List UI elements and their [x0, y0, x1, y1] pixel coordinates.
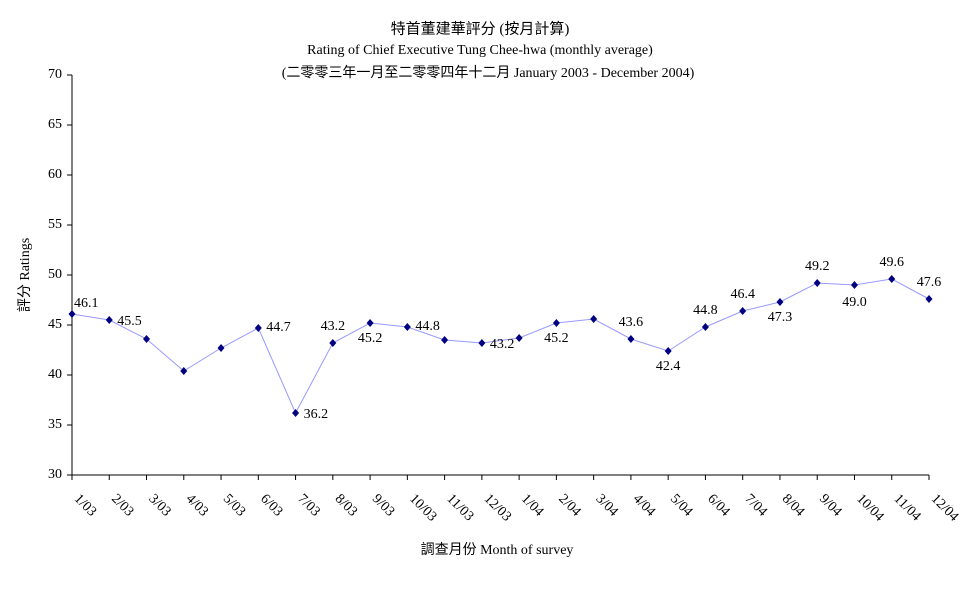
- x-tick-label: 5/04: [667, 491, 695, 519]
- data-point: [254, 324, 262, 332]
- x-axis-label: 調查月份 Month of survey: [421, 542, 574, 558]
- x-tick-label: 2/03: [108, 491, 136, 519]
- data-label: 46.1: [74, 296, 99, 311]
- x-tick-label: 9/03: [369, 491, 397, 519]
- x-tick-label: 8/04: [779, 491, 807, 519]
- data-point: [366, 319, 374, 327]
- data-point: [552, 319, 560, 327]
- data-point: [701, 323, 709, 331]
- data-label: 45.2: [358, 331, 383, 346]
- x-tick-label: 4/03: [183, 491, 211, 519]
- y-tick-label: 30: [48, 467, 62, 482]
- x-tick-label: 6/03: [257, 491, 285, 519]
- x-tick-label: 7/03: [294, 491, 322, 519]
- y-tick-label: 50: [48, 267, 62, 282]
- y-tick-label: 70: [48, 67, 62, 82]
- data-point: [925, 295, 933, 303]
- data-point: [627, 335, 635, 343]
- data-label: 43.2: [321, 319, 346, 334]
- y-tick-label: 65: [48, 117, 62, 132]
- x-tick-label: 11/03: [444, 491, 477, 524]
- data-label: 49.0: [842, 295, 867, 310]
- chart-subtitle: (二零零三年一月至二零零四年十二月 January 2003 - Decembe…: [282, 65, 695, 81]
- data-point: [329, 339, 337, 347]
- data-label: 44.7: [266, 320, 291, 335]
- data-point: [403, 323, 411, 331]
- data-point: [776, 298, 784, 306]
- data-label: 49.6: [879, 255, 904, 270]
- x-tick-label: 5/03: [220, 491, 248, 519]
- data-label: 45.2: [544, 331, 569, 346]
- data-point: [441, 336, 449, 344]
- chart-subtitle: Rating of Chief Executive Tung Chee-hwa …: [307, 43, 653, 58]
- data-label: 49.2: [805, 259, 830, 274]
- x-tick-label: 2/04: [555, 491, 583, 519]
- data-point: [143, 335, 151, 343]
- data-point: [664, 347, 672, 355]
- data-point: [180, 367, 188, 375]
- x-tick-label: 4/04: [630, 491, 658, 519]
- data-label: 44.8: [415, 319, 440, 334]
- data-line: [71, 278, 930, 415]
- data-point: [888, 275, 896, 283]
- data-point: [478, 339, 486, 347]
- data-point: [850, 281, 858, 289]
- x-tick-label: 3/03: [145, 491, 173, 519]
- data-label: 47.6: [917, 275, 942, 290]
- y-tick-label: 35: [48, 417, 62, 432]
- data-label: 42.4: [656, 359, 681, 374]
- data-point: [292, 409, 300, 417]
- data-point: [590, 315, 598, 323]
- data-point: [217, 344, 225, 352]
- data-point: [813, 279, 821, 287]
- y-tick-label: 40: [48, 367, 62, 382]
- data-label: 46.4: [730, 287, 755, 302]
- y-tick-label: 55: [48, 217, 62, 232]
- data-label: 43.6: [619, 315, 644, 330]
- x-tick-label: 7/04: [742, 491, 770, 519]
- data-point: [68, 310, 76, 318]
- data-label: 45.5: [117, 314, 141, 329]
- x-tick-label: 10/03: [406, 491, 439, 524]
- data-label: 36.2: [304, 407, 329, 422]
- x-tick-label: 6/04: [704, 491, 732, 519]
- x-tick-label: 3/04: [593, 491, 621, 519]
- x-tick-label: 9/04: [816, 491, 844, 519]
- chart-title: 特首董建華評分 (按月計算): [391, 19, 570, 37]
- data-label: 44.8: [693, 303, 718, 318]
- x-tick-label: 1/03: [71, 491, 99, 519]
- x-tick-label: 1/04: [518, 491, 546, 519]
- x-tick-label: 8/03: [332, 491, 360, 519]
- data-point: [739, 307, 747, 315]
- x-tick-label: 12/03: [481, 491, 514, 524]
- x-tick-label: 12/04: [928, 491, 961, 524]
- data-label: 43.2: [490, 337, 515, 352]
- y-tick-label: 45: [48, 317, 62, 332]
- x-tick-label: 11/04: [891, 491, 924, 524]
- data-label: 47.3: [768, 310, 793, 325]
- y-axis-label: 評分 Ratings: [17, 238, 33, 312]
- x-tick-label: 10/04: [853, 491, 886, 524]
- data-point: [105, 316, 113, 324]
- y-tick-label: 60: [48, 167, 62, 182]
- data-point: [515, 334, 523, 342]
